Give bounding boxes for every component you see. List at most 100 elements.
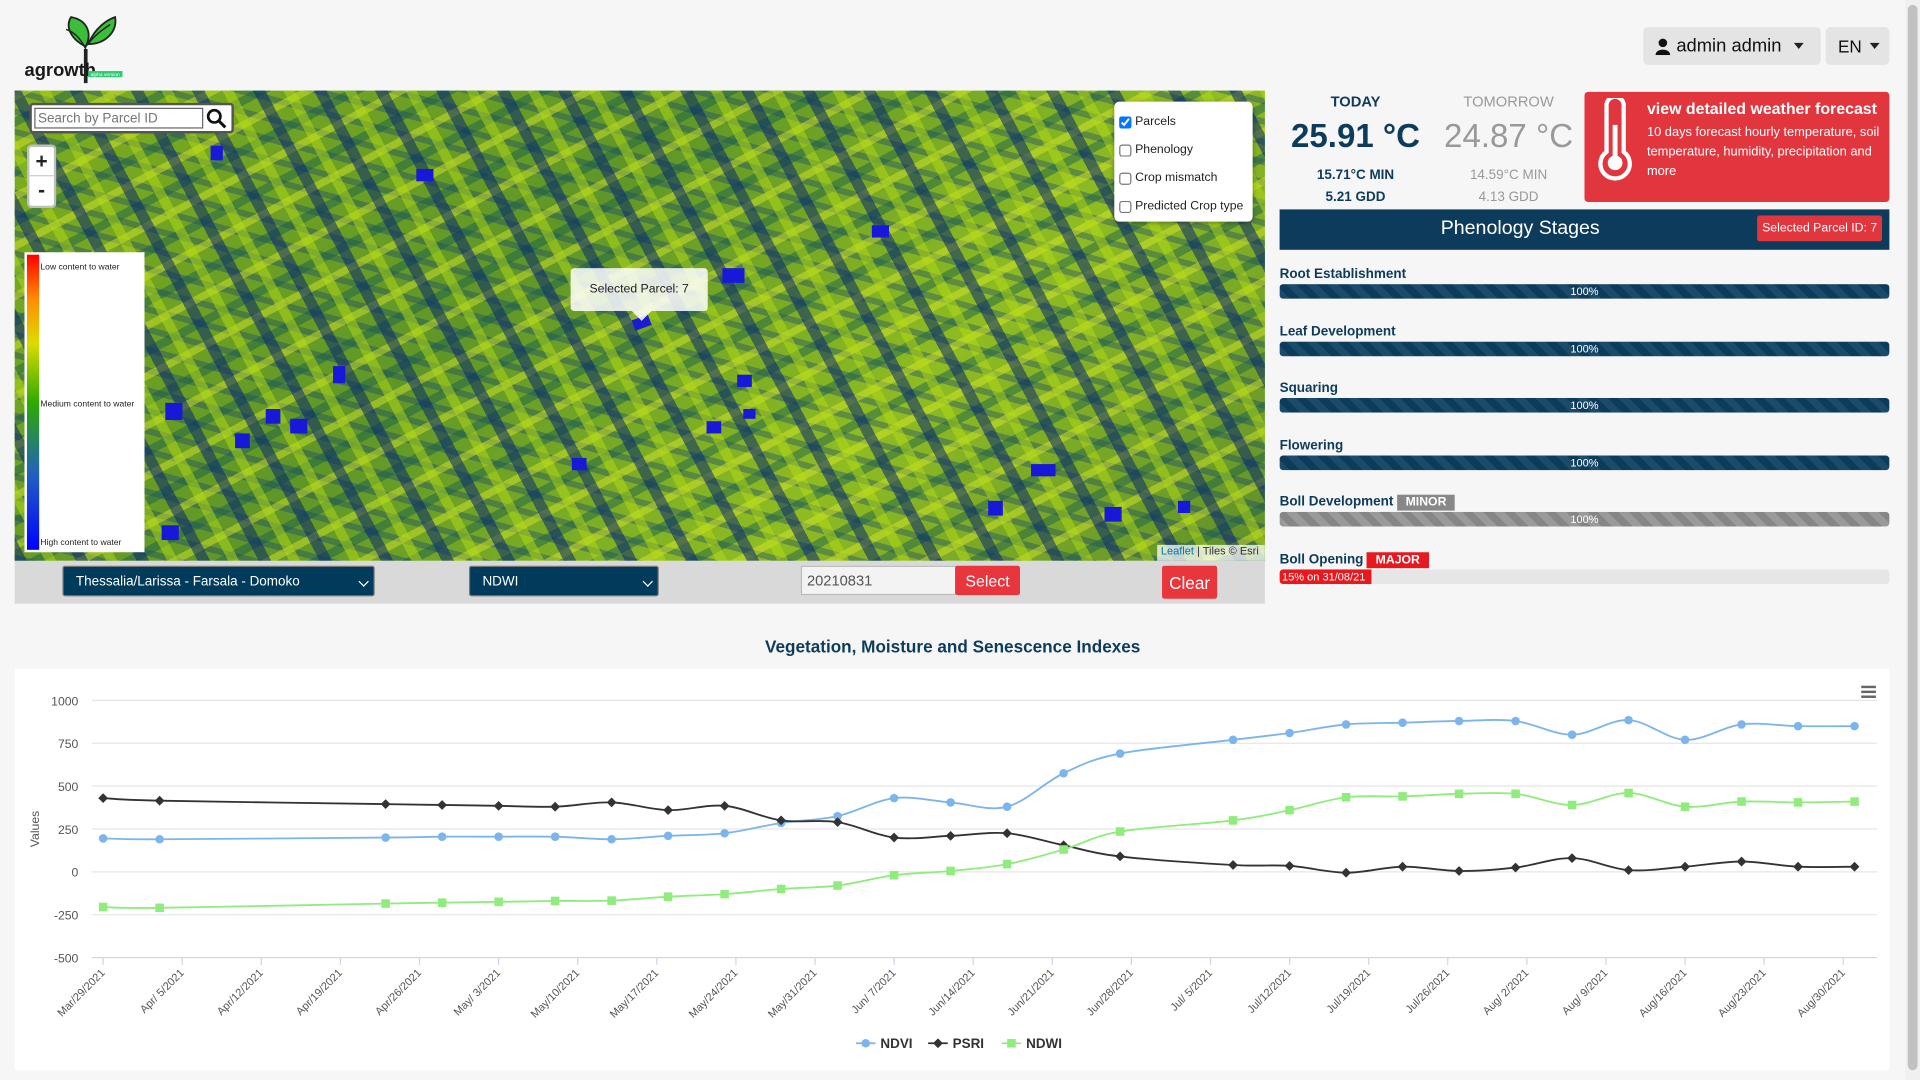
data-point-ndvi [1228, 735, 1238, 745]
stage-name: Boll Development [1279, 494, 1394, 510]
x-tick-label: Jul/ 5/2021 [1168, 967, 1215, 1014]
layer-parcels[interactable]: Parcels [1119, 108, 1248, 136]
stage-progress-flowering: 100% [1279, 455, 1890, 471]
layer-predicted-crop[interactable]: Predicted Crop type [1119, 192, 1248, 220]
layer-crop-mismatch[interactable]: Crop mismatch [1119, 164, 1248, 192]
search-icon[interactable] [204, 107, 228, 130]
data-point-ndwi [663, 892, 673, 901]
x-tick-label: Aug/16/2021 [1637, 967, 1690, 1020]
weather-forecast-card[interactable]: view detailed weather forecast 10 days f… [1584, 91, 1890, 203]
popup-tip [631, 311, 652, 321]
data-point-ndvi [1285, 728, 1294, 738]
date-input[interactable]: 20210831 [800, 565, 957, 596]
data-point-ndvi [1341, 720, 1351, 729]
data-point-psri [1454, 866, 1464, 876]
data-point-ndwi [1398, 792, 1407, 801]
scrollbar-thumb[interactable] [1907, 4, 1918, 1071]
tomorrow-label: TOMORROW [1463, 93, 1554, 111]
x-tick-label: Jul/26/2021 [1404, 967, 1453, 1016]
data-point-ndwi [776, 884, 786, 894]
major-badge: MAJOR [1367, 552, 1429, 569]
data-point-psri [832, 817, 843, 828]
leaflet-link[interactable]: Leaflet [1160, 544, 1194, 558]
chevron-down-icon [642, 576, 653, 587]
data-point-ndvi [1454, 716, 1464, 726]
today-label: TODAY [1330, 93, 1381, 111]
progress-fill: 100% [1279, 397, 1890, 413]
zoom-control: + - [26, 144, 57, 209]
data-point-psri [1115, 851, 1125, 862]
legend-marker [933, 1038, 943, 1049]
data-point-psri [98, 793, 109, 804]
series-line-psri [103, 797, 1855, 874]
tomorrow-gdd: 4.13 GDD [1478, 189, 1539, 205]
x-tick-label: Jun/28/2021 [1085, 967, 1136, 1018]
legend-label: PSRI [953, 1036, 984, 1051]
data-point-ndwi [1850, 797, 1859, 806]
clear-button[interactable]: Clear [1162, 565, 1218, 599]
thermometer-icon [1598, 97, 1632, 181]
data-point-psri [550, 801, 561, 812]
layer-predicted-crop-checkbox[interactable] [1119, 200, 1132, 213]
series-line-ndvi [103, 718, 1855, 841]
progress-fill: 100% [1279, 284, 1890, 299]
layer-crop-mismatch-checkbox[interactable] [1119, 172, 1132, 185]
legend-medium: Medium content to water [40, 400, 135, 409]
progress-fill: 100% [1279, 455, 1890, 471]
page-scrollbar[interactable] [1905, 0, 1920, 1080]
x-tick-label: May/ 3/2021 [452, 967, 503, 1018]
data-point-ndwi [1511, 789, 1520, 799]
select-button[interactable]: Select [955, 565, 1021, 596]
data-point-psri [1623, 865, 1634, 876]
y-tick-label: -500 [54, 951, 79, 965]
y-tick-label: -250 [54, 909, 79, 923]
data-point-ndvi [550, 832, 560, 841]
x-tick-label: May/10/2021 [529, 967, 583, 1021]
x-tick-label: Aug/ 9/2021 [1560, 967, 1611, 1018]
minor-badge: MINOR [1397, 494, 1456, 511]
x-tick-label: Jul/19/2021 [1324, 967, 1373, 1016]
data-point-psri [719, 800, 730, 811]
data-point-psri [945, 830, 956, 841]
chart-menu-icon[interactable] [1861, 685, 1876, 698]
layer-label: Parcels [1135, 115, 1176, 129]
index-chart: 1000 750 500 250 0 -250 -500 Values Mar/29/2021 A… [28, 685, 1878, 1051]
data-point-ndvi [607, 834, 616, 844]
data-point-ndvi [1793, 721, 1803, 731]
user-menu-button[interactable]: admin admin [1643, 26, 1821, 65]
layer-phenology[interactable]: Phenology [1119, 136, 1248, 164]
legend-color-scale [26, 254, 40, 550]
zoom-in-button[interactable]: + [29, 147, 54, 177]
parcel-popup: Selected Parcel: 7 [570, 268, 708, 312]
region-select[interactable]: Thessalia/Larissa - Farsala - Domoko [62, 565, 375, 597]
layer-parcels-checkbox[interactable] [1119, 115, 1132, 128]
zoom-out-button[interactable]: - [38, 178, 46, 203]
language-select[interactable]: EN [1825, 26, 1890, 65]
data-point-ndvi [889, 793, 899, 803]
data-point-psri [1510, 862, 1521, 873]
parcel-search-input[interactable] [34, 107, 204, 129]
index-select[interactable]: NDWI [468, 565, 659, 597]
data-point-ndwi [1454, 789, 1464, 799]
data-point-ndwi [494, 897, 503, 907]
data-point-ndvi [720, 828, 729, 838]
data-point-psri [1680, 861, 1690, 872]
data-point-ndvi [1680, 735, 1690, 745]
stage-name: Boll Opening [1279, 552, 1364, 567]
satellite-map[interactable]: Selected Parcel: 7 + - Low content to wa… [14, 90, 1265, 561]
today-gdd: 5.21 GDD [1325, 189, 1386, 205]
chevron-down-icon [1870, 42, 1881, 49]
layer-label: Phenology [1135, 143, 1193, 157]
attribution-text: | Tiles © Esri [1196, 544, 1259, 558]
layer-phenology-checkbox[interactable] [1119, 143, 1132, 157]
data-point-psri [1002, 828, 1012, 839]
data-point-ndwi [437, 898, 447, 907]
x-tick-label: Jun/21/2021 [1005, 967, 1056, 1018]
data-point-ndwi [1002, 859, 1012, 869]
data-point-ndvi [663, 831, 673, 841]
data-point-ndvi [98, 834, 108, 843]
stage-label-squaring: Squaring [1280, 381, 1338, 396]
data-point-ndwi [946, 866, 955, 876]
version-badge: alpha version [88, 71, 123, 78]
tomorrow-min: 14.59°C MIN [1469, 167, 1548, 183]
